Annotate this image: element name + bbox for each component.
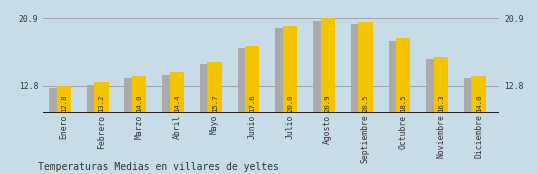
Bar (170, 72, 184, 113)
Bar (313, 21, 321, 113)
Text: 12.8: 12.8 (61, 94, 67, 112)
Bar (351, 24, 359, 113)
Bar (49, 88, 57, 113)
Text: 20.9: 20.9 (325, 94, 331, 112)
Text: 14.0: 14.0 (476, 94, 482, 112)
Bar (125, 78, 133, 113)
Text: 15.7: 15.7 (212, 94, 217, 112)
Text: 16.3: 16.3 (438, 94, 444, 112)
Text: 20.5: 20.5 (362, 94, 368, 112)
Bar (162, 75, 170, 113)
Bar (237, 48, 246, 113)
Text: 13.2: 13.2 (98, 94, 104, 112)
Bar (321, 18, 335, 113)
Bar (200, 64, 208, 113)
Bar (434, 57, 448, 113)
Bar (275, 29, 284, 113)
Bar (245, 46, 259, 113)
Text: 17.6: 17.6 (249, 94, 255, 112)
Bar (464, 78, 472, 113)
Text: 20.0: 20.0 (287, 94, 293, 112)
Bar (388, 41, 397, 113)
Bar (86, 85, 95, 113)
Text: 18.5: 18.5 (400, 94, 406, 112)
Bar (396, 38, 410, 113)
Text: Temperaturas Medias en villares de yeltes: Temperaturas Medias en villares de yelte… (38, 162, 279, 172)
Bar (471, 76, 486, 113)
Text: 14.0: 14.0 (136, 94, 142, 112)
Text: 14.4: 14.4 (174, 94, 180, 112)
Bar (358, 22, 373, 113)
Bar (207, 62, 222, 113)
Bar (426, 59, 434, 113)
Bar (132, 76, 146, 113)
Bar (283, 26, 297, 113)
Bar (56, 86, 71, 113)
Bar (95, 82, 108, 113)
